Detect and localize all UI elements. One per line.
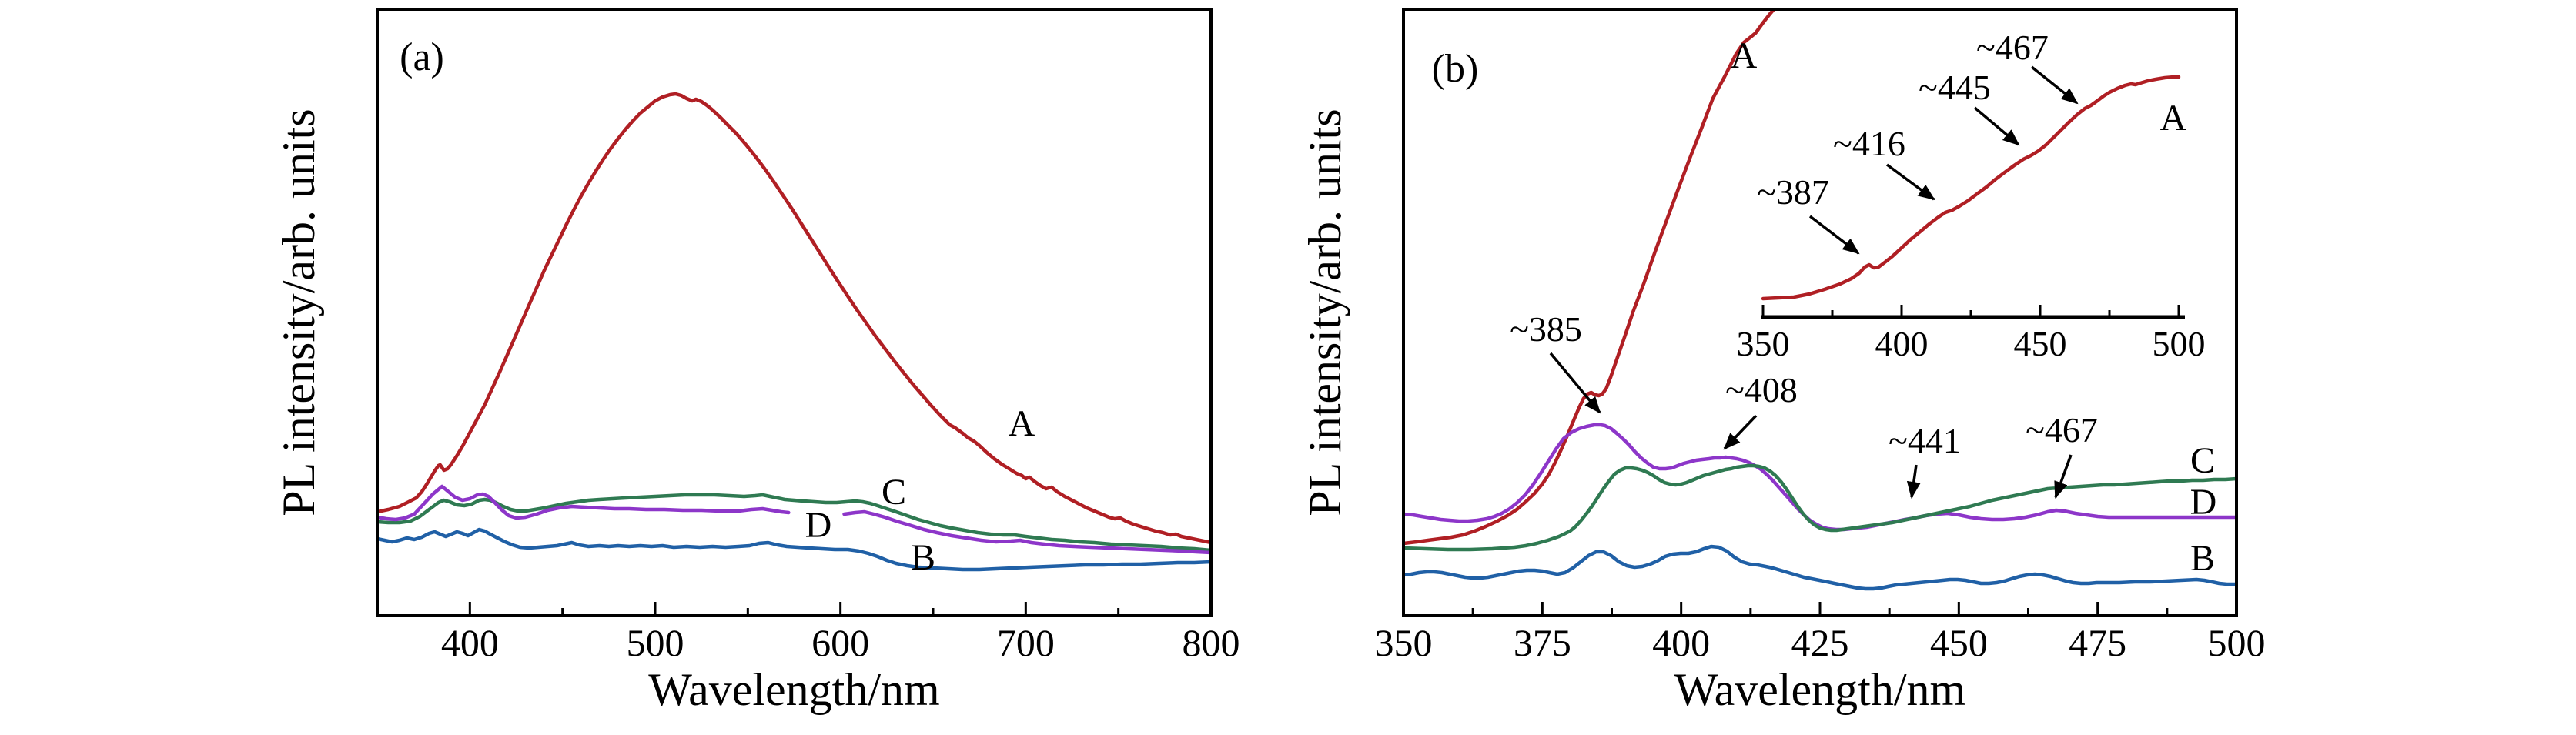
- curve-label-A-b: A: [1731, 35, 1758, 76]
- annotation-arrow-icon: [1973, 106, 2020, 146]
- y-axis-label-b: PL intensity/arb. units: [1300, 109, 1350, 516]
- x-tick-labels-a: 400 500 600 700 800: [441, 621, 1240, 664]
- x-axis-label-a: Wavelength/nm: [648, 664, 939, 715]
- panel-letter-a: (a): [400, 35, 444, 79]
- inset-annotations: ~387~416 ~445~467: [1757, 28, 2079, 255]
- annotation-label: ~467: [1976, 28, 2049, 67]
- curve-label-D-b: D: [2190, 482, 2217, 523]
- annotations-b: ~385 ~408 ~441 ~467: [1510, 309, 2098, 499]
- inset-b: 350 400 450 500 A: [1737, 75, 2206, 363]
- annotation-label: ~441: [1889, 421, 1961, 460]
- annotation-label: ~445: [1919, 68, 1991, 107]
- curve-A-b: [1403, 9, 1777, 546]
- curve-D-b: [1403, 423, 2236, 532]
- inset-tick-label: 500: [2153, 324, 2206, 363]
- annotation-arrow-icon: [1723, 414, 1758, 450]
- inset-tick-label: 450: [2014, 324, 2067, 363]
- annotation-arrow-icon: [1549, 352, 1601, 414]
- x-axis-label-b: Wavelength/nm: [1674, 664, 1965, 715]
- annotation-label: ~385: [1510, 309, 1582, 349]
- x-ticks-a: [468, 602, 1213, 616]
- axes-box-a: [376, 8, 1213, 617]
- x-tick-label: 350: [1375, 621, 1433, 664]
- x-tick-label: 500: [2208, 621, 2266, 664]
- annotation-arrow-icon: [1906, 464, 1921, 499]
- x-tick-label: 800: [1183, 621, 1240, 664]
- x-tick-label: 450: [1930, 621, 1988, 664]
- annotation-label: ~408: [1725, 370, 1798, 409]
- panel-letter-b: (b): [1432, 47, 1479, 91]
- x-tick-label: 700: [997, 621, 1055, 664]
- curves-a: [377, 92, 1211, 572]
- annotation-arrow-icon: [1885, 163, 1935, 201]
- x-tick-labels-b: 350 375 400 425 450 475 500: [1375, 621, 2266, 664]
- x-tick-label: 600: [811, 621, 869, 664]
- curve-label-A-a: A: [1009, 403, 1035, 444]
- annotation-arrow-icon: [2030, 65, 2079, 105]
- annotation-label: ~416: [1833, 124, 1905, 163]
- inset-tick-label: 350: [1737, 324, 1790, 363]
- curve-label-B-a: B: [911, 537, 935, 578]
- x-tick-label: 425: [1791, 621, 1849, 664]
- curve-label-C-b: C: [2190, 440, 2215, 481]
- curve-B-b: [1403, 544, 2236, 591]
- inset-curve-A: [1761, 75, 2181, 301]
- panel-a: 400 500 600 700 800 Wavelength/nm PL intensity…: [273, 8, 1240, 715]
- annotation-label: ~467: [2026, 410, 2098, 449]
- curve-B-a: [377, 527, 1211, 572]
- curve-C-a: [377, 493, 1211, 553]
- y-axis-label-a: PL intensity/arb. units: [273, 109, 324, 516]
- curve-label-C-a: C: [882, 472, 906, 513]
- x-tick-label: 375: [1514, 621, 1571, 664]
- curve-D-a: [842, 509, 1211, 555]
- inset-tick-label: 400: [1875, 324, 1929, 363]
- inset-curve-label-A: A: [2160, 98, 2187, 139]
- panel-b: 350 375 400 425 450 475 500 Wavelength/nm PL int…: [1300, 8, 2266, 715]
- curve-A-a: [377, 92, 1211, 545]
- curves-b: [1403, 9, 2236, 591]
- x-tick-label: 500: [627, 621, 684, 664]
- x-tick-label: 400: [1652, 621, 1710, 664]
- annotation-label: ~387: [1757, 172, 1829, 212]
- curve-label-B-b: B: [2190, 538, 2215, 579]
- x-tick-label: 400: [441, 621, 499, 664]
- curve-D-a: [377, 484, 791, 522]
- annotation-arrow-icon: [2054, 454, 2073, 499]
- curve-label-D-a: D: [805, 505, 832, 546]
- annotation-arrow-icon: [1808, 215, 1860, 255]
- curve-C-b: [1403, 463, 2236, 552]
- x-ticks-b: [1402, 602, 2238, 616]
- x-tick-label: 475: [2069, 621, 2126, 664]
